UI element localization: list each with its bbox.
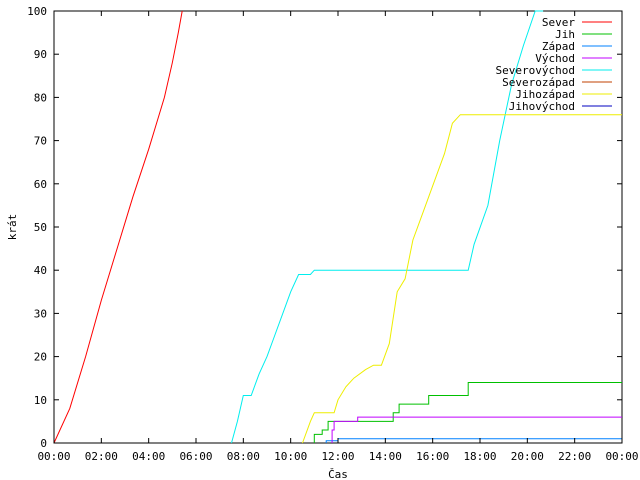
x-tick-label: 06:00 [179,450,212,463]
x-tick-label: 16:00 [416,450,449,463]
legend-label: Jihovýchod [509,100,575,113]
series-line-1 [313,382,622,443]
y-tick-label: 0 [40,437,47,450]
x-tick-label: 14:00 [369,450,402,463]
y-tick-label: 50 [34,221,47,234]
y-tick-label: 90 [34,48,47,61]
legend-label: Jih [555,28,575,41]
y-tick-label: 70 [34,135,47,148]
legend-label: Západ [542,40,575,53]
series-line-0 [53,10,183,444]
legend-label: Severovýchod [496,64,575,77]
series-line-6 [302,114,622,444]
x-tick-label: 20:00 [511,450,544,463]
series-line-4 [231,10,544,444]
legend-label: Jihozápad [515,88,575,101]
legend-label: Východ [535,52,575,65]
y-axis: 0 10 20 30 40 50 60 70 80 90 100 [27,5,622,450]
legend: SeverJihZápadVýchodSeverovýchodSeverozáp… [496,16,612,113]
x-tick-label: 22:00 [558,450,591,463]
y-tick-label: 80 [34,91,47,104]
x-tick-label: 00:00 [37,450,70,463]
y-tick-label: 60 [34,178,47,191]
x-tick-label: 10:00 [274,450,307,463]
series-line-3 [331,416,622,443]
plot-area [53,10,623,444]
series-layer [53,10,622,444]
y-tick-label: 40 [34,264,47,277]
x-tick-label: 00:00 [605,450,638,463]
y-tick-label: 100 [27,5,47,18]
legend-label: Sever [542,16,575,29]
legend-label: Severozápad [502,76,575,89]
x-tick-label: 08:00 [227,450,260,463]
y-tick-label: 10 [34,394,47,407]
y-axis-label: krát [6,214,19,241]
x-tick-label: 04:00 [132,450,165,463]
x-axis-label: Čas [328,468,348,480]
y-tick-label: 20 [34,351,47,364]
x-tick-label: 02:00 [85,450,118,463]
x-tick-label: 12:00 [321,450,354,463]
x-axis: 00:00 02:00 04:00 06:00 08:00 10:00 12:00 14:00… [37,11,639,463]
y-tick-label: 30 [34,307,47,320]
x-tick-label: 18:00 [463,450,496,463]
